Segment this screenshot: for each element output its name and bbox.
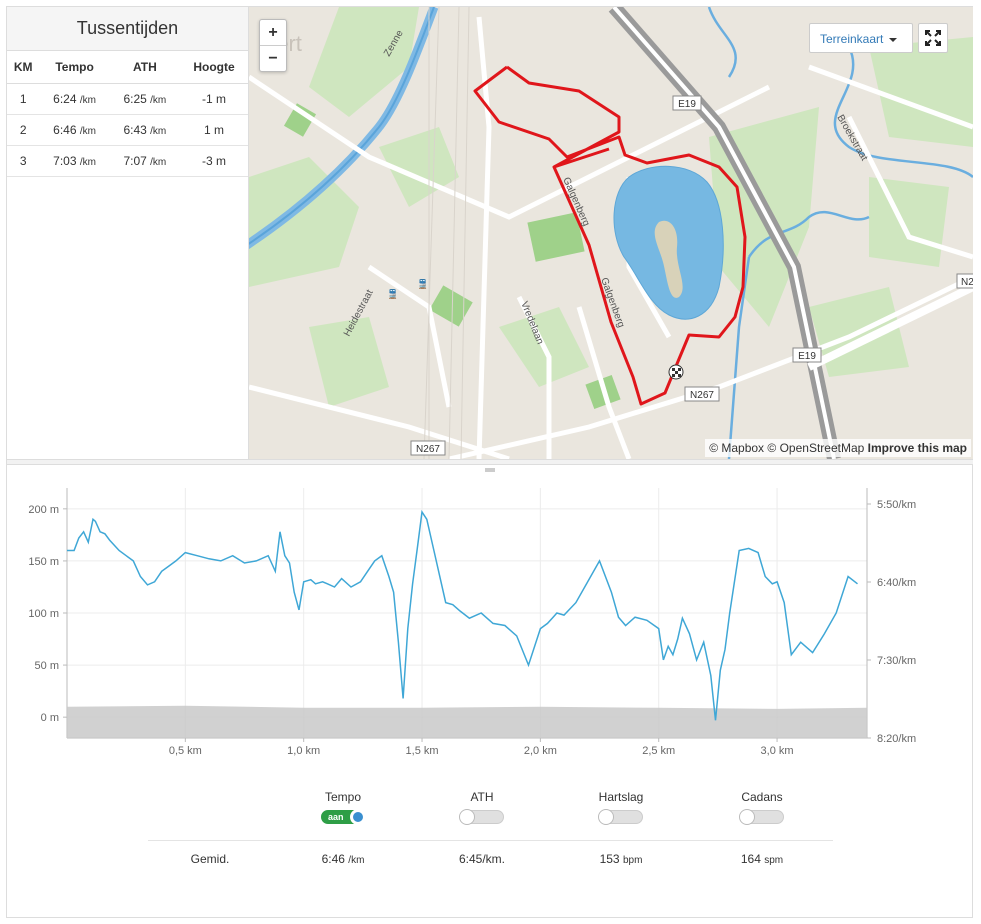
row-ath: 7:07 /km [109,145,181,177]
shield-n267-bottom [410,440,446,456]
label-n2: N2 [961,277,973,288]
tempo-switch[interactable]: aan [321,809,366,825]
row-tempo: 7:03 /km [39,145,110,177]
fullscreen-button[interactable] [918,23,948,53]
splits-header-row: KM Tempo ATH Hoogte [7,51,248,84]
splits-title: Tussentijden [7,7,248,51]
label-e19-top: E19 [678,99,696,110]
ath-switch[interactable] [459,809,504,825]
row-ath: 6:43 /km [109,114,181,146]
averages-label: Gemid. [190,852,230,866]
shield-e19-bottom [792,347,822,363]
avg-tempo: 6:46 /km [321,852,365,866]
improve-map-link[interactable]: Improve this map [867,441,967,455]
label-n267-bottom: N267 [416,444,440,455]
attribution-mapbox-link[interactable]: © Mapbox [709,441,765,455]
row-km: 3 [7,145,40,177]
left-axis: 0 m 50 m 100 m 150 m 200 m [28,504,67,724]
avg-ath: 6:45/km. [458,852,506,866]
toggle-tempo-label: Tempo [324,790,362,804]
x-tick-label: 1,0 km [287,745,320,757]
hartslag-switch[interactable] [598,809,643,825]
right-tick-label: 6:40/km [877,577,916,589]
toggle-tempo: Tempo aan [283,790,403,829]
left-tick-label: 50 m [35,660,59,672]
switch-knob [459,809,475,825]
toggle-hartslag-label: Hartslag [598,790,644,804]
switch-knob [598,809,614,825]
row-km: 1 [7,83,40,115]
x-tick-label: 0,5 km [169,745,202,757]
splits-panel: Tussentijden KM Tempo ATH Hoogte 1 6:24 … [7,7,249,459]
expand-icon [925,30,941,46]
label-n267-mid: N267 [690,390,714,401]
switch-knob [350,809,366,825]
shield-e19-top [672,95,702,111]
row-height: -3 m [180,145,248,177]
row-height: 1 m [180,114,248,146]
right-tick-label: 7:30/km [877,655,916,667]
left-tick-label: 150 m [28,556,59,568]
header-height: Hoogte [180,51,248,84]
row-km: 2 [7,114,40,146]
chart-grid [66,488,868,739]
map-attribution: © Mapbox © OpenStreetMap Improve this ma… [705,439,971,457]
grip-icon [485,468,495,472]
avg-hartslag: 153 bpm [599,852,643,866]
pace-elevation-chart[interactable]: 0 m 50 m 100 m 150 m 200 m 5:50/km 6:40/km 7:3… [7,470,973,770]
attribution-osm-link[interactable]: © OpenStreetMap [767,441,865,455]
toggle-cadans-label: Cadans [741,790,783,804]
right-tick-label: 5:50/km [877,499,916,511]
row-height: -1 m [180,83,248,115]
train-icon: 🚆 [387,288,398,300]
map-layer-label: Terreinkaart [820,32,884,46]
right-axis: 5:50/km 6:40/km 7:30/km 8:20/km [867,499,916,745]
zoom-out-button[interactable]: − [260,45,286,71]
switch-state-text: aan [328,812,344,822]
toggle-cadans: Cadans [702,790,822,829]
map-canvas: E19 E19 N267 N267 N2 Zenne Heidestraat V… [249,7,973,459]
header-km: KM [7,51,40,84]
row-tempo: 6:24 /km [39,83,110,115]
shield-n267-mid [684,386,720,402]
switch-knob [739,809,755,825]
avg-cadans: 164 spm [740,852,784,866]
header-ath: ATH [109,51,181,84]
header-tempo: Tempo [39,51,110,84]
toggle-ath: ATH [422,790,542,829]
map-layer-dropdown[interactable]: Terreinkaart [809,23,913,53]
table-row: 1 6:24 /km 6:25 /km -1 m [7,83,248,115]
row-tempo: 6:46 /km [39,114,110,146]
left-tick-label: 100 m [28,608,59,620]
zoom-in-button[interactable]: + [268,24,278,41]
route-map[interactable]: E19 E19 N267 N267 N2 Zenne Heidestraat V… [249,7,973,459]
left-tick-label: 200 m [28,504,59,516]
row-ath: 6:25 /km [109,83,181,115]
route-line [473,65,747,406]
x-tick-label: 2,0 km [524,745,557,757]
cadans-switch[interactable] [739,809,784,825]
elevation-area [67,705,867,738]
caret-down-icon [889,37,898,42]
toggle-ath-label: ATH [470,790,494,804]
x-tick-label: 2,5 km [642,745,675,757]
train-icon: 🚆 [417,278,428,290]
label-e19-bottom: E19 [798,351,816,362]
splits-table: KM Tempo ATH Hoogte 1 6:24 /km 6:25 /km … [7,51,248,177]
table-row: 3 7:03 /km 7:07 /km -3 m [7,145,248,177]
park-areas [249,7,973,407]
table-row: 2 6:46 /km 6:43 /km 1 m [7,114,248,146]
panel-resize-handle[interactable] [7,459,973,472]
zoom-control: + − [259,19,287,72]
averages-divider [148,840,833,841]
x-tick-label: 3,0 km [761,745,794,757]
right-tick-label: 8:20/km [877,733,916,745]
pace-series-line [67,509,858,721]
left-tick-label: 0 m [41,712,59,724]
x-tick-label: 1,5 km [406,745,439,757]
island [654,220,683,298]
toggle-hartslag: Hartslag [561,790,681,829]
x-axis: 0,5 km 1,0 km 1,5 km 2,0 km 2,5 km 3,0 km [169,738,794,757]
shield-n2 [956,273,973,289]
